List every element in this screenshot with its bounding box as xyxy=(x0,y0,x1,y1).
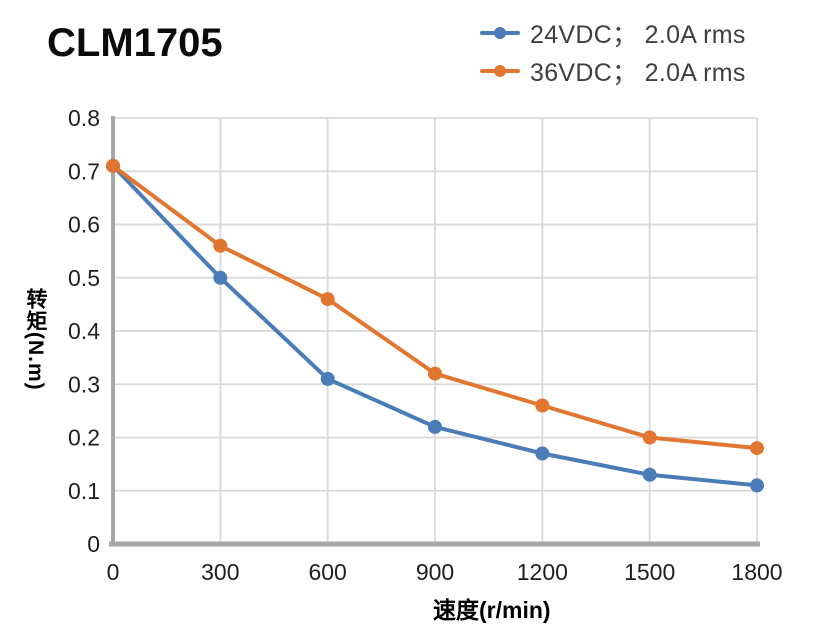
chart-title: CLM1705 xyxy=(47,21,223,65)
y-tick-label: 0 xyxy=(87,531,100,557)
x-tick-label: 1200 xyxy=(517,559,568,585)
series-point-1 xyxy=(750,441,764,456)
legend-series-marker-icon xyxy=(480,60,520,82)
x-tick-label: 0 xyxy=(107,559,120,585)
legend-item: 36VDC； 2.0A rms xyxy=(480,53,746,88)
x-tick-label: 1500 xyxy=(624,559,675,585)
x-tick-label: 900 xyxy=(416,559,454,585)
series-point-0 xyxy=(535,446,550,461)
series-point-1 xyxy=(213,238,228,253)
x-tick-label: 300 xyxy=(201,559,239,585)
y-tick-label: 0.5 xyxy=(68,265,100,291)
y-tick-label: 0.4 xyxy=(68,318,100,344)
y-tick-label: 0.3 xyxy=(68,371,100,397)
x-tick-label: 600 xyxy=(308,559,346,585)
series-point-1 xyxy=(320,292,335,307)
series-point-0 xyxy=(750,478,764,493)
legend-label: 36VDC； 2.0A rms xyxy=(530,58,746,87)
series-point-1 xyxy=(106,158,120,173)
y-tick-label: 0.2 xyxy=(68,425,100,451)
series-point-0 xyxy=(320,371,335,386)
series-point-1 xyxy=(535,398,550,413)
x-axis-label: 速度(r/min) xyxy=(433,597,551,623)
legend-label: 24VDC； 2.0A rms xyxy=(530,20,746,49)
legend-dot-icon xyxy=(494,26,506,39)
legend-series-marker-icon xyxy=(480,22,520,44)
y-tick-label: 0.8 xyxy=(68,105,100,131)
legend-item: 24VDC； 2.0A rms xyxy=(480,15,746,50)
legend-dot-icon xyxy=(494,64,506,77)
series-point-0 xyxy=(213,270,228,285)
y-tick-label: 0.6 xyxy=(68,212,100,238)
series-point-0 xyxy=(642,467,657,482)
series-point-1 xyxy=(428,366,442,381)
y-tick-label: 0.7 xyxy=(68,158,100,184)
legend: 24VDC； 2.0A rms 36VDC； 2.0A rms xyxy=(480,15,746,88)
x-tick-label: 1800 xyxy=(731,559,782,585)
y-tick-label: 0.1 xyxy=(68,478,100,504)
series-point-1 xyxy=(642,430,657,445)
series-point-0 xyxy=(428,419,442,434)
y-axis-label: 转矩(N.m) xyxy=(24,288,47,391)
